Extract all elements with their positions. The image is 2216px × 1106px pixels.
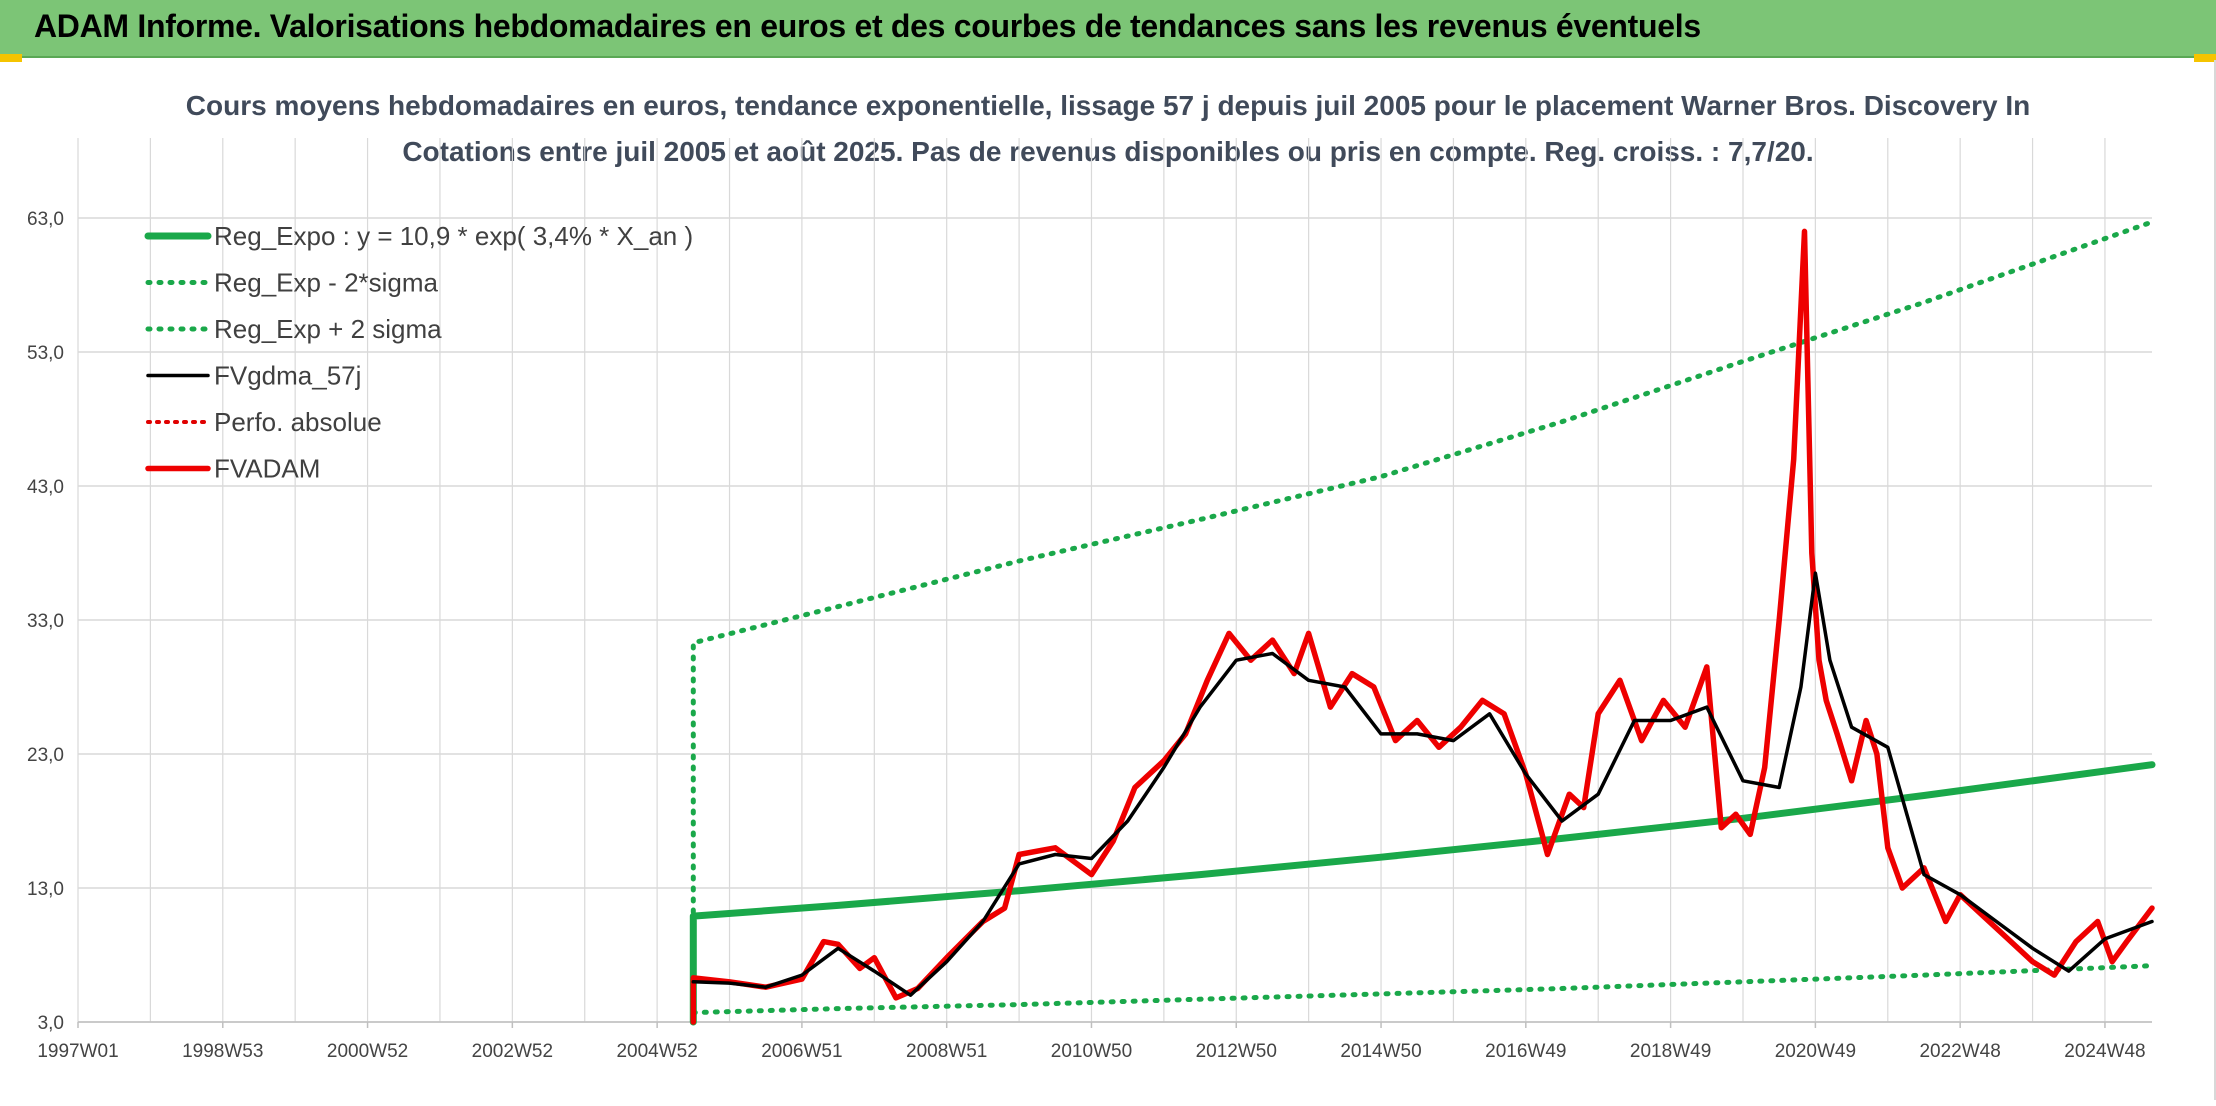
legend-entry: Reg_Exp - 2*sigma [214, 268, 439, 298]
legend-layer: Reg_Expo : y = 10,9 * exp( 3,4% * X_an )… [144, 221, 693, 484]
x-tick-label: 1998W53 [182, 1041, 263, 1062]
legend-entry: Perfo. absolue [214, 407, 382, 437]
y-tick-label: 63,0 [27, 209, 64, 230]
legend-entry: FVADAM [214, 454, 320, 484]
x-tick-label: 2002W52 [472, 1041, 553, 1062]
y-tick-label: 3,0 [38, 1013, 64, 1034]
x-tick-label: 2004W52 [616, 1041, 697, 1062]
y-tick-label: 13,0 [27, 879, 64, 900]
legend-entry: Reg_Exp + 2 sigma [214, 314, 442, 344]
x-tick-label: 2014W50 [1340, 1041, 1421, 1062]
x-tick-label: 2000W52 [327, 1041, 408, 1062]
x-tick-label: 2022W48 [1919, 1041, 2000, 1062]
chart-subtitle: Cotations entre juil 2005 et août 2025. … [402, 136, 1814, 167]
x-tick-label: 2020W49 [1775, 1041, 1856, 1062]
y-tick-label: 23,0 [27, 745, 64, 766]
series-line-3 [691, 571, 2154, 997]
x-tick-label: 2006W51 [761, 1041, 842, 1062]
right-edge-border [2214, 60, 2216, 1100]
x-tick-label: 2024W48 [2064, 1041, 2145, 1062]
series-line-2 [690, 219, 2155, 1025]
grid-layer [77, 138, 2152, 1023]
chart-container: Cours moyens hebdomadaires en euros, ten… [0, 60, 2216, 1106]
y-tick-label: 33,0 [27, 611, 64, 632]
corner-accent-left [0, 54, 22, 62]
header-bar: ADAM Informe. Valorisations hebdomadaire… [0, 0, 2216, 58]
corner-accent-right [2194, 54, 2216, 62]
y-tick-label: 43,0 [27, 477, 64, 498]
series-line-0 [689, 761, 2156, 1026]
legend-entry: Reg_Expo : y = 10,9 * exp( 3,4% * X_an ) [214, 221, 693, 251]
y-tick-label: 53,0 [27, 343, 64, 364]
axis-layer: 63,0 53,0 43,0 33,0 23,0 13,0 3,0 1997W01 1998W5… [27, 209, 2152, 1062]
x-tick-label: 1997W01 [37, 1041, 118, 1062]
series-layer [689, 219, 2156, 1026]
legend-entry: FVgdma_57j [214, 361, 361, 391]
x-tick-label: 2008W51 [906, 1041, 987, 1062]
x-tick-label: 2010W50 [1051, 1041, 1132, 1062]
x-tick-label: 2012W50 [1196, 1041, 1277, 1062]
x-tick-label: 2016W49 [1485, 1041, 1566, 1062]
series-line-5 [690, 228, 2155, 1025]
chart-title: Cours moyens hebdomadaires en euros, ten… [185, 90, 2031, 121]
page-title: ADAM Informe. Valorisations hebdomadaire… [34, 8, 1701, 44]
x-tick-label: 2018W49 [1630, 1041, 1711, 1062]
